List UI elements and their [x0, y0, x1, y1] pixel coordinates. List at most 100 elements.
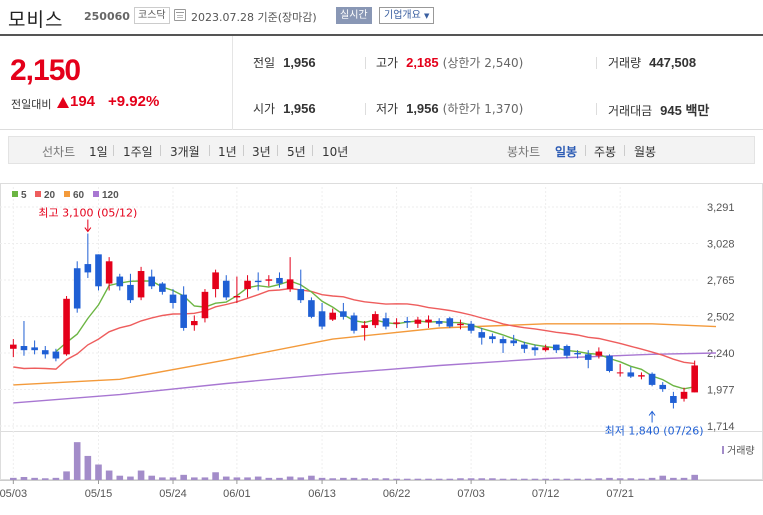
volume-bar: [478, 478, 486, 480]
candle-body: [446, 318, 454, 327]
period-1w[interactable]: 1주일: [123, 145, 153, 159]
candle-body: [350, 315, 358, 331]
summary-divider: [232, 36, 233, 130]
open-label: 시가: [253, 102, 276, 116]
stock-header: 모비스 250060 코스닥 2023.07.28 기준(장마감) 실시간 기업…: [0, 0, 763, 34]
candle-body: [552, 344, 560, 351]
volume-bar: [680, 477, 688, 480]
candle-body: [233, 296, 241, 298]
volume-bar: [95, 464, 102, 480]
volume-bar: [361, 478, 368, 480]
volume-bar: [670, 477, 677, 480]
candle-body: [244, 280, 251, 290]
candle-body: [595, 351, 603, 356]
candle-body: [212, 272, 219, 290]
volume-bar: [382, 478, 390, 480]
period-3m[interactable]: 3개월: [170, 145, 200, 159]
realtime-button[interactable]: 실시간: [336, 7, 372, 24]
volume-bar: [148, 475, 156, 480]
volume-bar: [648, 477, 656, 480]
volume-bar: [435, 478, 443, 480]
x-tick-label: 06/01: [223, 488, 251, 500]
legend-label: 5: [21, 190, 27, 201]
y-tick-label: 3,028: [707, 239, 735, 251]
candle-body: [20, 346, 28, 351]
change-rate: +9.92%: [108, 93, 160, 110]
candle-body: [63, 298, 70, 355]
candle-body: [159, 283, 166, 292]
candle-daily[interactable]: 일봉: [555, 145, 578, 159]
candle-body: [116, 276, 124, 287]
x-tick-label: 05/15: [85, 488, 113, 500]
period-1y[interactable]: 1년: [218, 145, 237, 159]
volume-bar: [276, 477, 283, 480]
ma120-line: [13, 352, 717, 404]
lower-limit: (하한가 1,370): [442, 102, 524, 116]
volume-bar: [105, 470, 113, 480]
stock-code: 250060: [84, 10, 130, 23]
volume-bar: [542, 478, 549, 480]
candle-body: [499, 339, 507, 344]
open-price: 시가 1,956: [253, 100, 316, 117]
volume-bar: [191, 477, 198, 480]
candle-body: [254, 280, 262, 283]
candle-body: [52, 351, 60, 359]
separator: [596, 57, 597, 69]
period-5y[interactable]: 5년: [287, 145, 306, 159]
volume-bar: [371, 478, 379, 480]
volume-bar: [254, 476, 262, 480]
calendar-icon: [174, 9, 186, 21]
min-annotation: 최저 1,840 (07/26): [605, 425, 704, 438]
candle-body: [10, 344, 17, 349]
legend-label: 120: [102, 190, 119, 201]
y-tick-label: 2,502: [707, 312, 735, 324]
upper-limit: (상한가 2,540): [442, 56, 524, 70]
volume-bar: [446, 478, 454, 480]
volume-bar: [297, 477, 305, 480]
volume-bar: [10, 477, 17, 480]
y-tick-label: 2,240: [707, 348, 735, 360]
candle-body: [318, 311, 326, 327]
current-price: 2,150: [10, 54, 81, 87]
company-overview-label: 기업개요: [384, 10, 421, 21]
period-3y[interactable]: 3년: [252, 145, 271, 159]
volume-bar: [244, 477, 251, 480]
chevron-down-icon: ▼: [424, 12, 430, 20]
volume-bar: [159, 477, 166, 480]
period-10y[interactable]: 10년: [322, 145, 349, 159]
amount-value: 945 백만: [660, 103, 710, 118]
candle-body: [510, 340, 517, 344]
period-1d[interactable]: 1일: [89, 145, 108, 159]
candle-body: [191, 321, 198, 326]
candle-body: [222, 280, 230, 298]
volume-bar: [116, 475, 124, 480]
volume-bar: [595, 478, 603, 480]
company-overview-dropdown[interactable]: 기업개요 ▼: [379, 7, 435, 24]
volume-legend-label: 거래량: [727, 445, 755, 457]
candle-body: [563, 346, 571, 356]
candle-body: [435, 321, 443, 324]
candle-body: [574, 352, 581, 355]
candle-body: [467, 323, 475, 331]
candle-body: [340, 311, 347, 317]
candle-body: [457, 323, 464, 326]
x-tick-label: 05/03: [0, 488, 27, 500]
x-tick-label: 06/13: [308, 488, 336, 500]
y-tick-label: 3,291: [707, 202, 735, 214]
volume-bar: [691, 474, 698, 480]
volume-value: 447,508: [649, 55, 697, 70]
volume-bar: [638, 478, 645, 480]
volume-bar: [584, 478, 592, 480]
candle-body: [127, 284, 134, 301]
candle-monthly[interactable]: 월봉: [634, 145, 657, 159]
legend-label: 20: [44, 190, 56, 201]
candle-body: [521, 344, 528, 349]
x-tick-label: 07/03: [457, 488, 485, 500]
candle-body: [691, 365, 698, 393]
candle-body: [41, 350, 49, 355]
candle-weekly[interactable]: 주봉: [594, 145, 617, 159]
line-chart-label: 선차트: [42, 145, 76, 159]
volume-bar: [180, 474, 187, 480]
min-arrow-icon: [648, 410, 656, 416]
